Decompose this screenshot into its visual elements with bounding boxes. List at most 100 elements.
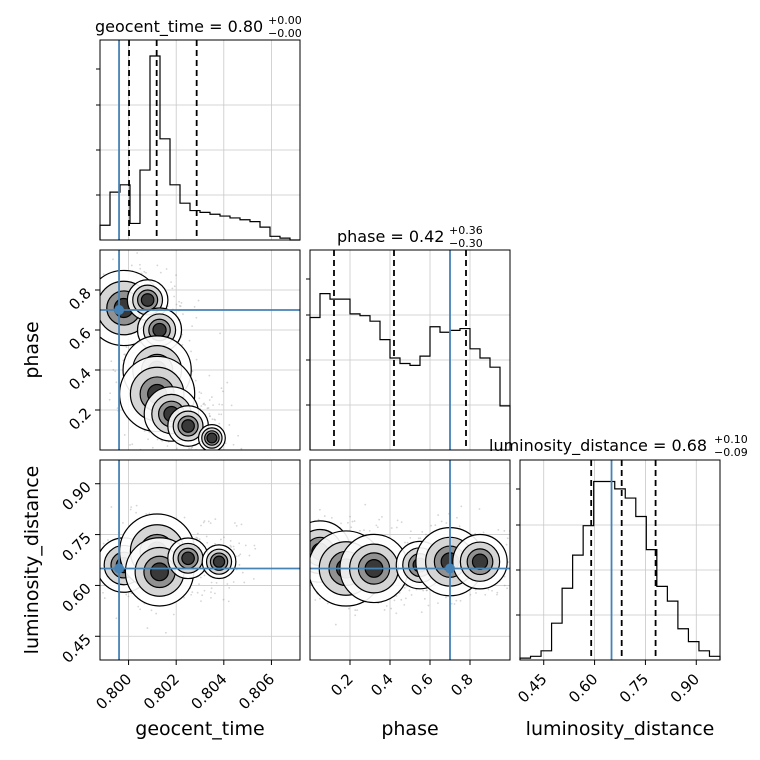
sample-point bbox=[303, 550, 305, 552]
sample-point bbox=[170, 281, 172, 284]
sample-point bbox=[167, 453, 169, 455]
truth-marker bbox=[114, 305, 125, 315]
sample-point bbox=[400, 598, 403, 601]
sample-point bbox=[209, 522, 212, 525]
sample-point bbox=[423, 597, 426, 600]
sample-point bbox=[235, 555, 238, 558]
xtick-label-phase: 0.6 bbox=[407, 670, 437, 700]
sample-point bbox=[252, 577, 255, 580]
sample-point bbox=[115, 617, 118, 620]
sample-point bbox=[188, 447, 191, 450]
contour-level bbox=[150, 562, 169, 582]
sample-point bbox=[90, 575, 92, 577]
sample-point bbox=[254, 547, 257, 550]
sample-point bbox=[218, 422, 221, 425]
sample-point bbox=[193, 305, 196, 308]
sample-point bbox=[425, 589, 428, 592]
sample-point bbox=[393, 599, 396, 602]
sample-point bbox=[421, 530, 424, 533]
sample-point bbox=[235, 524, 238, 527]
title-luminosity-distance-sup: +0.10 bbox=[714, 433, 748, 446]
sample-point bbox=[193, 457, 195, 459]
sample-point bbox=[143, 430, 146, 432]
sample-point bbox=[200, 600, 202, 602]
ylabel-phase: phase bbox=[21, 321, 43, 378]
xlabel-phase: phase bbox=[381, 718, 438, 740]
sample-point bbox=[102, 542, 105, 545]
sample-point bbox=[496, 591, 499, 594]
sample-point bbox=[210, 581, 213, 584]
contour-level bbox=[181, 419, 195, 433]
sample-point bbox=[129, 508, 132, 511]
sample-point bbox=[95, 305, 97, 307]
sample-point bbox=[503, 584, 506, 587]
title-phase-sub: −0.30 bbox=[449, 237, 483, 250]
sample-point bbox=[214, 453, 216, 455]
panel-frame bbox=[99, 459, 301, 661]
xtick-label-luminosity_distance: 0.45 bbox=[514, 670, 550, 706]
truth-marker bbox=[114, 563, 125, 574]
sample-point bbox=[155, 612, 158, 615]
sample-point bbox=[293, 580, 295, 582]
sample-point bbox=[440, 520, 443, 523]
sample-point bbox=[513, 543, 515, 545]
sample-point bbox=[390, 527, 393, 529]
sample-point bbox=[295, 554, 297, 556]
sample-point bbox=[203, 520, 206, 522]
contour-level bbox=[206, 432, 218, 444]
sample-point bbox=[237, 434, 240, 437]
sample-point bbox=[196, 532, 199, 535]
sample-point bbox=[97, 552, 99, 554]
sample-point bbox=[326, 602, 329, 605]
sample-point bbox=[306, 563, 308, 565]
sample-point bbox=[456, 516, 458, 519]
sample-point bbox=[419, 537, 422, 540]
sample-point bbox=[178, 300, 181, 303]
sample-point bbox=[171, 287, 174, 290]
sample-point bbox=[301, 567, 303, 569]
ytick-label-luminosity_distance: 0.60 bbox=[58, 580, 94, 616]
sample-point bbox=[346, 521, 349, 524]
sample-point bbox=[292, 548, 294, 550]
sample-point bbox=[455, 599, 458, 602]
title-geocent-time-sup: +0.00 bbox=[268, 14, 302, 27]
sample-point bbox=[182, 476, 184, 478]
sample-point bbox=[188, 339, 191, 342]
sample-point bbox=[514, 543, 516, 545]
sample-point bbox=[172, 613, 175, 616]
sample-point bbox=[96, 596, 98, 598]
density-panel-geocent_time-luminosity_distance bbox=[90, 460, 300, 660]
sample-point bbox=[123, 353, 126, 356]
contour-level bbox=[181, 551, 195, 566]
sample-point bbox=[95, 332, 97, 334]
sample-point bbox=[116, 407, 119, 410]
sample-point bbox=[131, 443, 134, 446]
sample-point bbox=[102, 591, 104, 594]
sample-point bbox=[478, 508, 481, 510]
sample-point bbox=[240, 447, 243, 450]
sample-point bbox=[347, 607, 350, 610]
sample-point bbox=[191, 370, 194, 373]
xtick-label-luminosity_distance: 0.60 bbox=[565, 670, 601, 706]
sample-point bbox=[239, 553, 242, 556]
xtick-label-luminosity_distance: 0.75 bbox=[616, 670, 652, 706]
sample-point bbox=[395, 595, 398, 597]
sample-point bbox=[375, 524, 378, 527]
ytick-label-luminosity_distance: 0.75 bbox=[58, 529, 94, 565]
ytick-label-phase: 0.2 bbox=[65, 404, 95, 434]
panel-frame bbox=[519, 459, 721, 661]
sample-point bbox=[182, 313, 184, 316]
sample-point bbox=[491, 589, 493, 592]
sample-point bbox=[190, 593, 193, 596]
sample-point bbox=[109, 392, 112, 395]
truth-marker bbox=[445, 563, 455, 574]
sample-point bbox=[302, 579, 304, 581]
sample-point bbox=[238, 554, 240, 557]
contour-level bbox=[140, 293, 155, 307]
sample-point bbox=[112, 258, 114, 261]
sample-point bbox=[150, 609, 153, 612]
sample-point bbox=[208, 374, 211, 377]
sample-point bbox=[220, 387, 223, 390]
sample-point bbox=[292, 523, 294, 525]
sample-point bbox=[503, 530, 506, 532]
